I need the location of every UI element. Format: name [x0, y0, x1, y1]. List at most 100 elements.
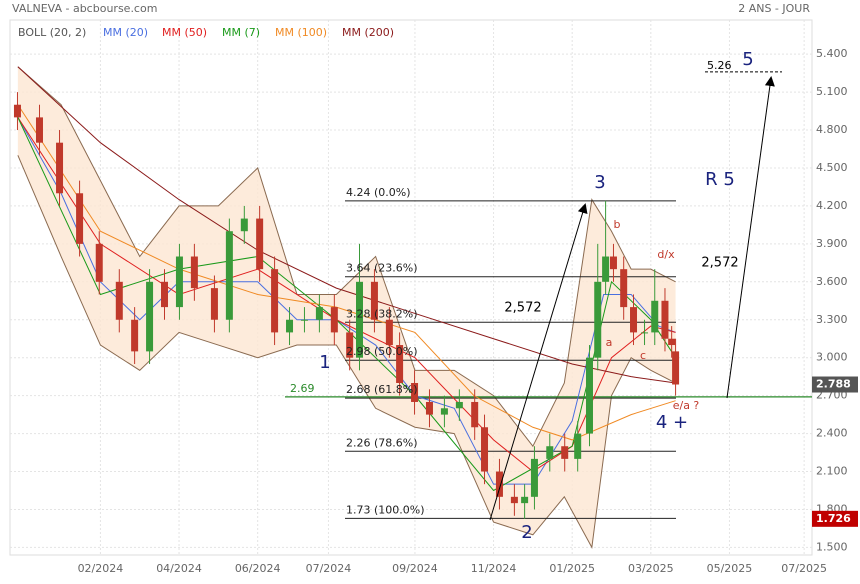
candle-body: [530, 458, 538, 497]
y-tick-label: 3.900: [816, 237, 848, 250]
candle-body: [175, 256, 183, 308]
fib-label: 3.64 (23.6%): [346, 262, 418, 275]
candle-body: [131, 319, 139, 352]
candle-body: [300, 319, 308, 321]
x-tick-label: 03/2025: [628, 562, 674, 575]
candle-body: [585, 357, 593, 434]
candle-body: [95, 243, 103, 282]
candle-body: [546, 446, 554, 459]
x-tick-label: 06/2024: [235, 562, 281, 575]
candle-body: [455, 401, 463, 409]
candle-body: [355, 281, 363, 358]
annotation: 5: [742, 49, 753, 70]
x-tick-label: 11/2024: [471, 562, 517, 575]
legend-entry: MM (200): [342, 26, 394, 39]
ma-line: [17, 117, 676, 485]
y-tick-label: 4.800: [816, 123, 848, 136]
fib-label: 2.26 (78.6%): [346, 436, 418, 449]
candle-body: [271, 269, 279, 333]
arrow: [726, 76, 775, 399]
candle-body: [330, 307, 338, 333]
y-tick-label: 5.100: [816, 85, 848, 98]
candle-body: [346, 332, 354, 358]
x-tick-label: 07/2025: [781, 562, 827, 575]
candle-body: [495, 471, 503, 497]
candle-body: [602, 256, 610, 282]
candle-body: [561, 446, 569, 459]
y-tick-label: 3.300: [816, 313, 848, 326]
candle-body: [471, 401, 479, 428]
period: 2 ANS - JOUR: [738, 2, 810, 15]
fib-label: 4.24 (0.0%): [346, 186, 411, 199]
candle-body: [661, 300, 669, 339]
fib-label: 1.73 (100.0%): [346, 503, 425, 516]
candle-body: [370, 281, 378, 320]
candle-body: [672, 351, 680, 385]
candle-body: [651, 300, 659, 333]
last-price-box: [812, 376, 858, 393]
x-tick-label: 01/2025: [549, 562, 595, 575]
candle-body: [510, 496, 518, 504]
y-tick-label: 3.600: [816, 275, 848, 288]
annotation: e/a ?: [673, 399, 700, 412]
legend-entry: MM (20): [103, 26, 148, 39]
plot-frame: [9, 19, 813, 556]
low-price-box: [812, 510, 858, 527]
candle-body: [240, 218, 248, 232]
annotation: 3: [594, 172, 605, 193]
candle-body: [411, 382, 419, 402]
x-tick-label: 09/2024: [392, 562, 438, 575]
annotation: 2: [521, 522, 532, 543]
chart-title: VALNEVA - abcbourse.com: [12, 2, 157, 15]
fib-label: 2.98 (50.0%): [346, 345, 418, 358]
candle-body: [521, 496, 529, 504]
candle-body: [574, 433, 582, 459]
bollinger-lower: [17, 155, 676, 550]
annotation: a: [606, 336, 613, 349]
candle-body: [13, 104, 21, 118]
candle-body: [385, 319, 393, 346]
candle-body: [76, 193, 84, 244]
last-price: 2.788: [816, 378, 851, 391]
candle-body: [286, 319, 294, 333]
support-label: 2.69: [290, 382, 315, 395]
annotation: b: [614, 218, 621, 231]
x-tick-label: 02/2024: [78, 562, 124, 575]
low-price: 1.726: [816, 512, 851, 525]
marks: [13, 66, 812, 550]
candle-body: [256, 218, 264, 270]
legend-entry: MM (50): [162, 26, 207, 39]
candle-body: [481, 427, 489, 472]
legend-entry: MM (100): [275, 26, 327, 39]
annotation: 2,572: [701, 256, 738, 271]
bollinger-fill: [17, 66, 676, 548]
candle-body: [225, 231, 233, 320]
grid: 1.5001.8002.1002.4002.7003.0003.3003.600…: [10, 20, 848, 575]
y-tick-label: 3.000: [816, 351, 848, 364]
candle-body: [35, 117, 43, 143]
legend-entry: MM (7): [222, 26, 260, 39]
arrow: [489, 203, 588, 521]
annotation: R 5: [705, 169, 735, 190]
candle-body: [620, 269, 628, 308]
candle-body: [440, 408, 448, 415]
candle-body: [668, 338, 676, 346]
candle-body: [210, 288, 218, 320]
y-tick-label: 4.500: [816, 161, 848, 174]
candle-body: [594, 281, 602, 358]
bollinger-upper: [17, 66, 676, 448]
annotation: d/x: [657, 248, 675, 261]
annotation: 4 +: [656, 412, 688, 433]
candle-body: [115, 281, 123, 320]
annotation: 1: [319, 352, 330, 373]
candle-body: [396, 345, 404, 383]
annotation: 2,572: [504, 301, 541, 316]
candle-body: [425, 401, 433, 415]
candle-body: [190, 256, 198, 289]
y-tick-label: 2.400: [816, 427, 848, 440]
y-tick-label: 2.100: [816, 465, 848, 478]
overlay: 4.24 (0.0%) 3.64 (23.6%) 3.28 (38.2%) 2.98 …: [18, 26, 858, 543]
candle-body: [146, 281, 154, 352]
candle-body: [641, 332, 649, 334]
